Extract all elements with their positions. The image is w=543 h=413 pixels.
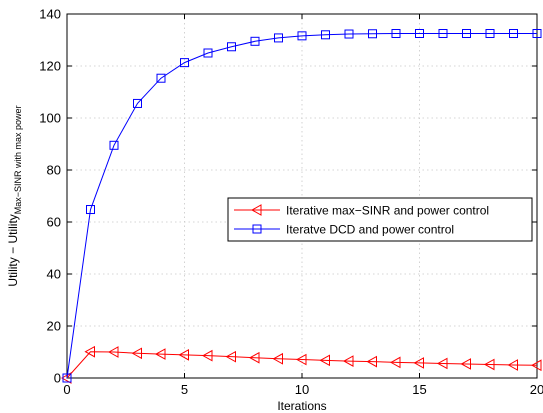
square-marker <box>391 29 401 38</box>
legend-item-1: Iterative max−SINR and power control <box>234 204 489 218</box>
y-tick-label: 120 <box>39 59 61 74</box>
x-tick-label: 0 <box>63 382 70 397</box>
square-marker <box>227 42 236 52</box>
triangle-left-marker <box>250 204 262 216</box>
y-tick-label: 100 <box>39 111 61 126</box>
triangle-left-marker <box>366 355 377 368</box>
triangle-left-marker <box>530 359 542 372</box>
square-marker <box>62 373 72 383</box>
axis-ticks: 0 5 10 15 20 0 20 40 60 80 100 120 140 <box>39 7 543 398</box>
square-marker <box>250 36 260 46</box>
legend-label: Iterative max−SINR and power control <box>286 204 489 218</box>
triangle-left-marker <box>131 347 142 360</box>
triangle-left-marker <box>248 351 260 364</box>
square-marker <box>485 29 495 38</box>
square-marker <box>203 48 213 58</box>
square-marker <box>368 29 377 39</box>
x-tick-label: 10 <box>295 382 309 397</box>
triangle-left-marker <box>342 355 354 367</box>
square-marker <box>344 29 354 39</box>
square-marker <box>462 29 471 38</box>
y-axis-label: Utility − UtilityMax−SINR with max power <box>6 105 23 286</box>
square-marker <box>156 73 166 83</box>
triangle-left-marker <box>436 357 448 370</box>
triangle-left-marker <box>201 349 213 362</box>
y-tick-label: 60 <box>47 215 61 230</box>
triangle-left-marker <box>154 348 166 360</box>
triangle-left-marker <box>389 356 401 369</box>
y-tick-label: 80 <box>47 163 61 178</box>
triangle-left-marker <box>483 358 495 371</box>
x-axis-label: Iterations <box>277 399 326 413</box>
square-marker <box>180 58 189 68</box>
triangle-left-marker <box>272 352 283 365</box>
y-tick-label: 40 <box>47 267 61 282</box>
grid <box>67 14 537 378</box>
square-marker <box>438 29 448 38</box>
x-tick-label: 5 <box>181 382 188 397</box>
triangle-left-marker <box>178 349 189 361</box>
triangle-left-marker <box>413 357 424 369</box>
y-tick-label: 140 <box>39 7 61 22</box>
square-marker <box>321 30 330 40</box>
y-axis-label-main: Utility − Utility <box>6 214 20 286</box>
triangle-left-marker <box>225 350 236 363</box>
series-layer <box>60 29 542 384</box>
x-tick-label: 15 <box>412 382 426 397</box>
square-marker <box>297 31 307 41</box>
triangle-left-marker <box>84 345 95 358</box>
square-marker <box>133 98 142 108</box>
legend-box <box>227 197 533 242</box>
square-marker <box>415 29 424 38</box>
square-marker <box>109 140 119 150</box>
triangle-left-marker <box>319 354 330 367</box>
triangle-left-marker <box>460 358 471 370</box>
square-marker <box>532 29 542 38</box>
series-line <box>66 33 537 379</box>
x-tick-label: 20 <box>530 382 543 397</box>
y-tick-label: 20 <box>47 319 61 334</box>
y-axis-label-subscript: Max−SINR with max power <box>13 105 23 214</box>
y-tick-label: 0 <box>54 371 61 386</box>
square-marker <box>509 29 518 38</box>
triangle-left-marker <box>107 346 119 358</box>
legend-label: Iteratve DCD and power control <box>286 223 454 237</box>
square-marker <box>274 33 283 43</box>
series-line <box>66 351 538 379</box>
triangle-left-marker <box>507 359 518 371</box>
square-marker <box>86 205 95 215</box>
series-2 <box>62 29 542 383</box>
triangle-left-marker <box>295 353 307 366</box>
legend: Iterative max−SINR and power control Iter… <box>227 197 533 242</box>
legend-item-2: Iteratve DCD and power control <box>234 223 454 237</box>
square-marker <box>252 224 262 234</box>
